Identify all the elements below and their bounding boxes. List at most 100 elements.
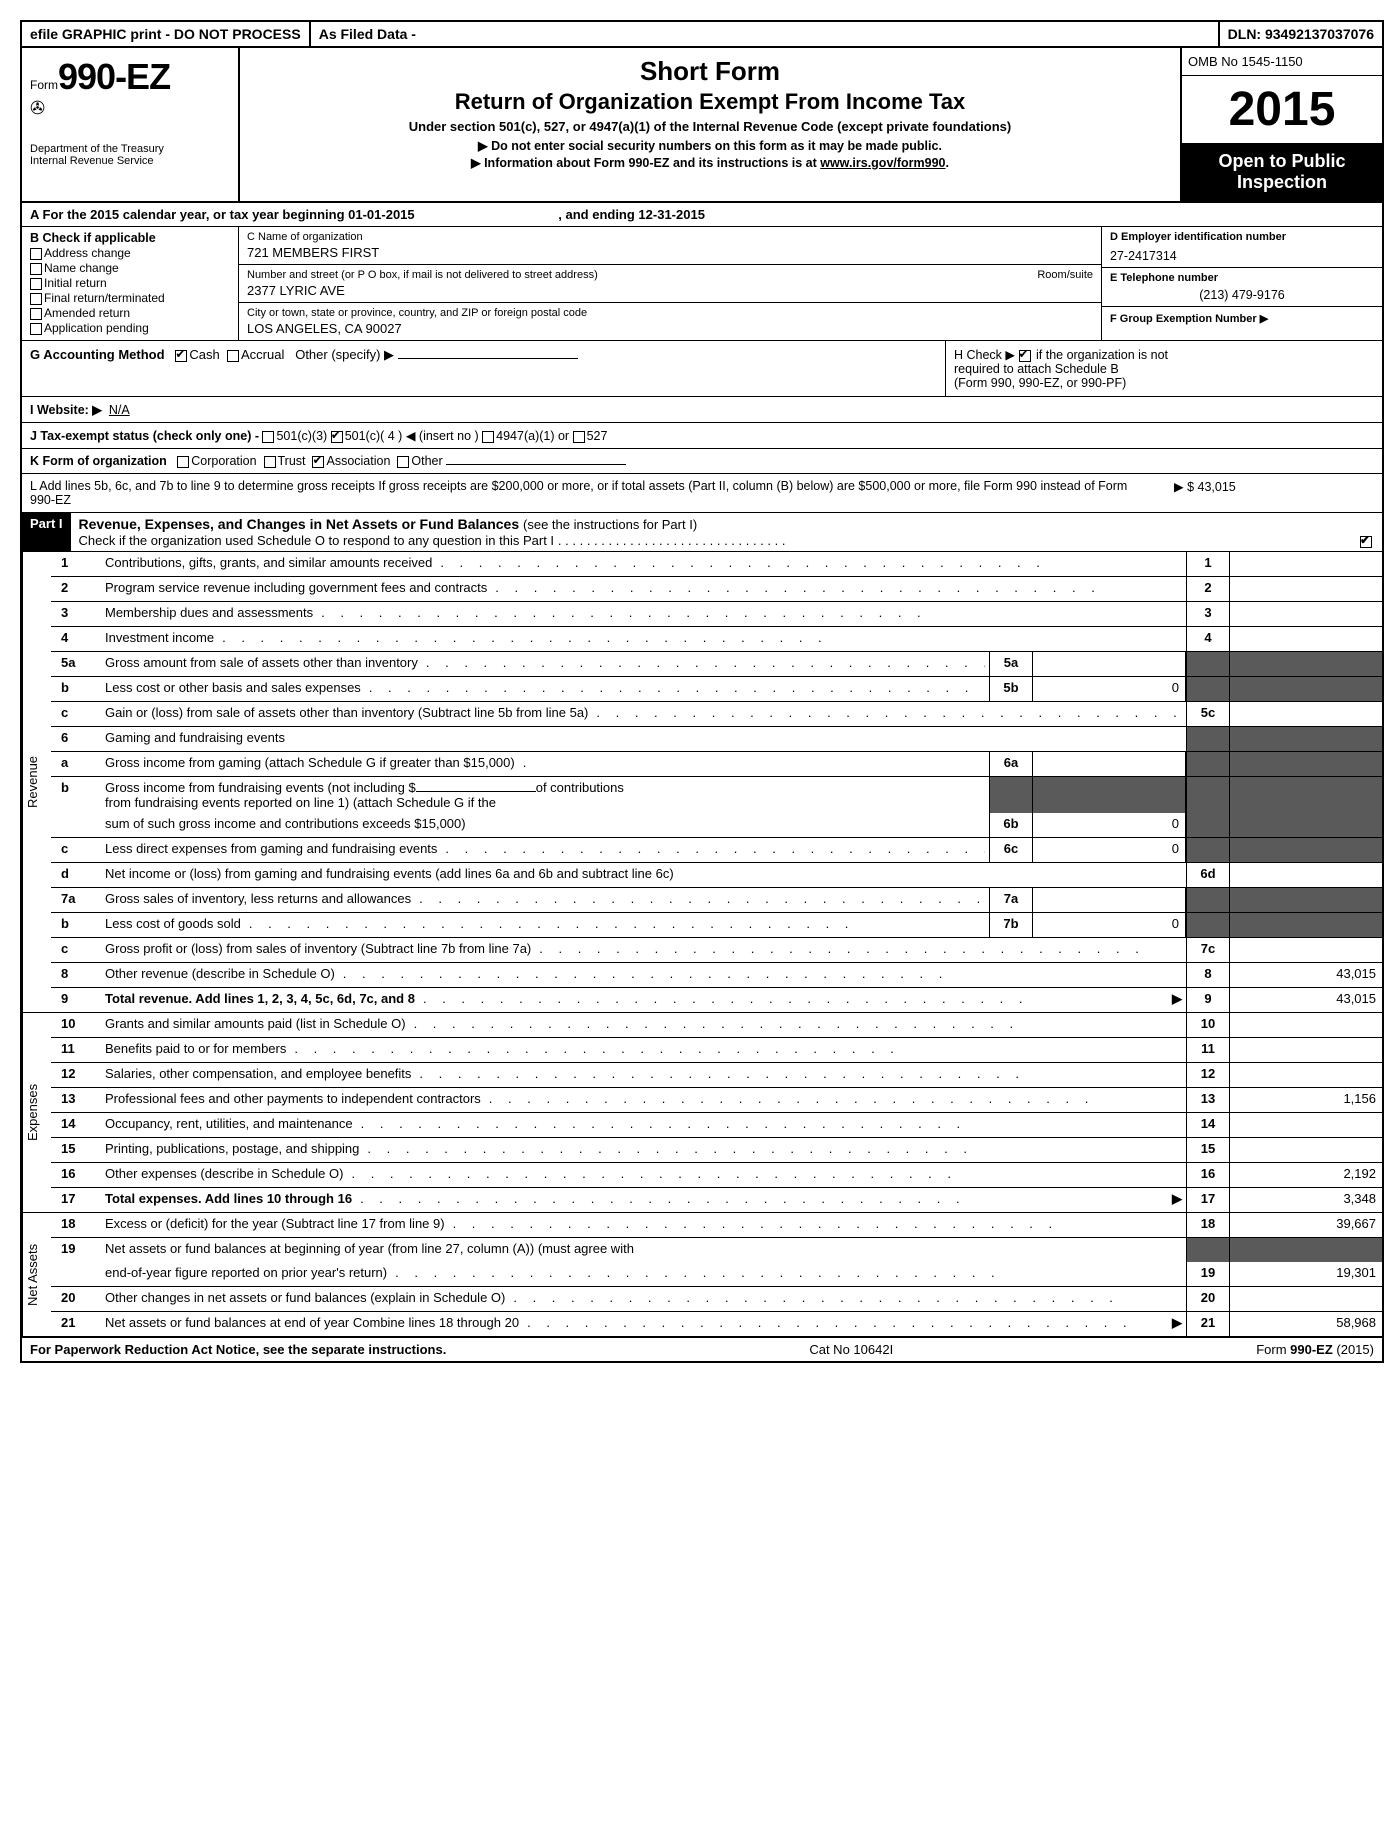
h-line3: (Form 990, 990-EZ, or 990-PF) [954,376,1126,390]
checkbox-527[interactable] [573,431,585,443]
line-20: 20 Other changes in net assets or fund b… [51,1287,1382,1312]
b-pending: Application pending [30,321,230,335]
h-line2: required to attach Schedule B [954,362,1119,376]
checkbox-assoc[interactable] [312,456,324,468]
g-cash: Cash [189,347,219,362]
dln: DLN: 93492137037076 [1218,22,1382,46]
checkbox-accrual[interactable] [227,350,239,362]
checkbox-cash[interactable] [175,350,187,362]
footer-left: For Paperwork Reduction Act Notice, see … [30,1342,446,1357]
b-amended: Amended return [30,306,230,320]
org-city: LOS ANGELES, CA 90027 [247,321,1093,336]
checkbox-other[interactable] [397,456,409,468]
checkbox-4947[interactable] [482,431,494,443]
f-label: F Group Exemption Number ▶ [1110,313,1268,325]
section-b: B Check if applicable Address change Nam… [22,227,239,340]
checkbox-final[interactable] [30,293,42,305]
c-room-label: Room/suite [1037,269,1093,281]
part1-label: Part I [22,513,71,551]
line-16: 16 Other expenses (describe in Schedule … [51,1163,1382,1188]
part1-see: (see the instructions for Part I) [523,517,697,532]
header: Form990-EZ ✇ Department of the Treasury … [22,48,1382,203]
as-filed: As Filed Data - [311,22,1218,46]
d-ein: D Employer identification number 27-2417… [1102,227,1382,268]
website-value: N/A [109,403,130,417]
b-final: Final return/terminated [30,291,230,305]
revenue-section: Revenue 1 Contributions, gifts, grants, … [22,552,1382,1013]
checkbox-501c[interactable] [331,431,343,443]
a-end: , and ending 12-31-2015 [558,207,705,222]
checkbox-initial[interactable] [30,278,42,290]
checkbox-name[interactable] [30,263,42,275]
checkbox-amended[interactable] [30,308,42,320]
year-box: OMB No 1545-1150 2015 Open to Public Ins… [1180,48,1382,201]
line-19-1: 19 Net assets or fund balances at beginn… [51,1238,1382,1262]
line-7b: b Less cost of goods sold. . . . . . . .… [51,913,1382,938]
section-k: K Form of organization Corporation Trust… [22,449,1382,474]
org-name: 721 MEMBERS FIRST [247,245,1093,260]
c-city-label: City or town, state or province, country… [247,307,1093,319]
c-street: Number and street (or P O box, if mail i… [239,265,1101,303]
form-prefix: Form [30,78,58,92]
form-box: Form990-EZ ✇ Department of the Treasury … [22,48,240,201]
side-net-assets: Net Assets [22,1213,51,1336]
line-1: 1 Contributions, gifts, grants, and simi… [51,552,1382,577]
section-j: J Tax-exempt status (check only one) - 5… [22,423,1382,449]
e-phone: E Telephone number (213) 479-9176 [1102,268,1382,307]
k-assoc: Association [326,454,390,468]
info-suffix: . [946,156,949,170]
open-line1: Open to Public [1186,151,1378,172]
section-c: C Name of organization 721 MEMBERS FIRST… [239,227,1102,340]
line-2: 2 Program service revenue including gove… [51,577,1382,602]
line-6c: c Less direct expenses from gaming and f… [51,838,1382,863]
j-4947: 4947(a)(1) or [496,429,569,443]
b-addr-change: Address change [30,246,230,260]
checkbox-part1-o[interactable] [1360,536,1372,548]
k-other-blank [446,464,626,465]
part1-dots: . . . . . . . . . . . . . . . . . . . . … [558,533,786,548]
b-initial: Initial return [30,276,230,290]
e-label: E Telephone number [1110,272,1374,284]
footer-mid: Cat No 10642I [809,1342,893,1357]
d-label: D Employer identification number [1110,231,1374,243]
dept-treasury: Department of the Treasury [30,143,230,155]
section-gh: G Accounting Method Cash Accrual Other (… [22,341,1382,397]
section-l: L Add lines 5b, 6c, and 7b to line 9 to … [22,474,1382,513]
j-501c: 501(c)( 4 ) [345,429,403,443]
line-15: 15 Printing, publications, postage, and … [51,1138,1382,1163]
revenue-lines: 1 Contributions, gifts, grants, and simi… [51,552,1382,1012]
side-revenue: Revenue [22,552,51,1012]
part1-header: Part I Revenue, Expenses, and Changes in… [22,513,1382,552]
checkbox-addr[interactable] [30,248,42,260]
info-line: ▶ Information about Form 990-EZ and its … [252,155,1168,170]
section-i: I Website: ▶ N/A [22,397,1382,423]
org-street: 2377 LYRIC AVE [247,283,1093,298]
checkbox-corp[interactable] [177,456,189,468]
info-prefix: ▶ Information about Form 990-EZ and its … [471,156,820,170]
line-12: 12 Salaries, other compensation, and emp… [51,1063,1382,1088]
k-other: Other [411,454,442,468]
line-21: 21 Net assets or fund balances at end of… [51,1312,1382,1336]
form-number: 990-EZ [58,56,170,97]
checkbox-trust[interactable] [264,456,276,468]
line-13: 13 Professional fees and other payments … [51,1088,1382,1113]
checkbox-pending[interactable] [30,323,42,335]
form-page: efile GRAPHIC print - DO NOT PROCESS As … [20,20,1384,1363]
side-expenses: Expenses [22,1013,51,1212]
checkbox-501c3[interactable] [262,431,274,443]
line-6a: a Gross income from gaming (attach Sched… [51,752,1382,777]
k-trust: Trust [278,454,306,468]
part1-check: Check if the organization used Schedule … [79,533,555,548]
irs: Internal Revenue Service [30,155,230,167]
j-527: 527 [587,429,608,443]
g-other-blank [398,358,578,359]
part1-title: Revenue, Expenses, and Changes in Net As… [71,513,1382,551]
line-8: 8 Other revenue (describe in Schedule O)… [51,963,1382,988]
line-10: 10 Grants and similar amounts paid (list… [51,1013,1382,1038]
net-asset-lines: 18 Excess or (deficit) for the year (Sub… [51,1213,1382,1336]
irs-link[interactable]: www.irs.gov/form990 [820,156,945,170]
j-label: J Tax-exempt status (check only one) - [30,429,259,443]
g-label: G Accounting Method [30,347,165,362]
checkbox-h[interactable] [1019,350,1031,362]
h-line1: H Check ▶ [954,348,1015,362]
